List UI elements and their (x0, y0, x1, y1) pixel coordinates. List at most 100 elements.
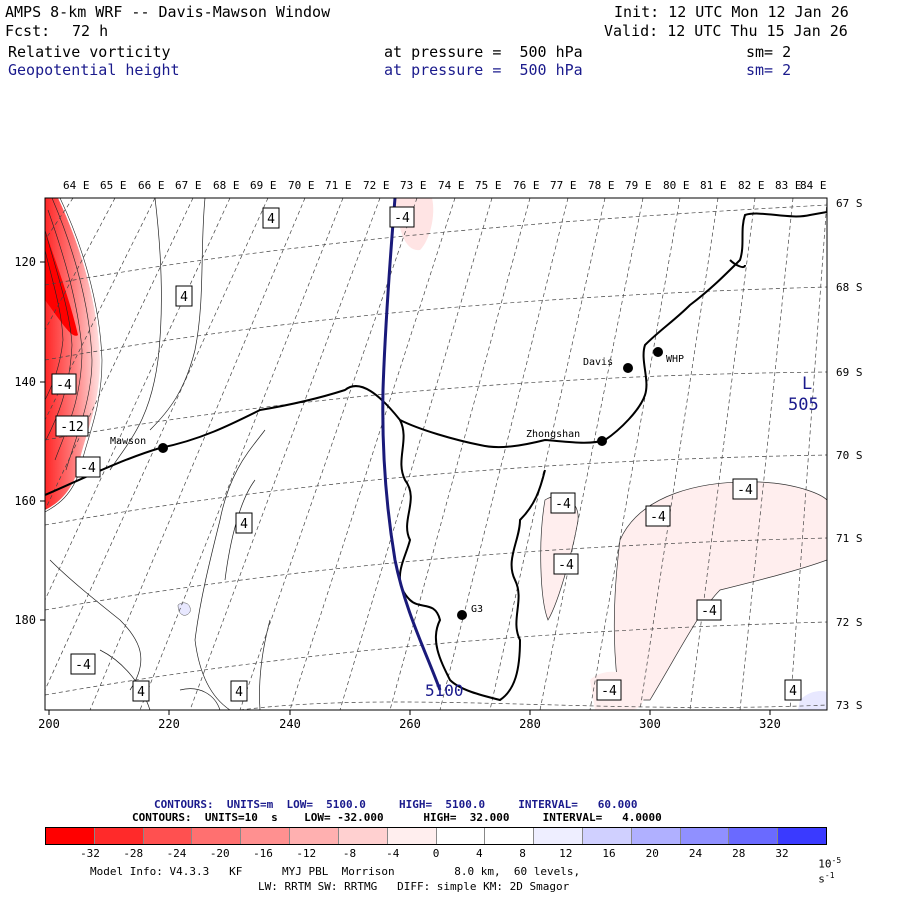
x-tick-label: 200 (38, 717, 60, 731)
lon-label: 67 E (175, 179, 202, 192)
color-scale-label: -8 (342, 847, 357, 860)
height-contour-label: 5100 (425, 681, 464, 700)
lat-label: 73 S (836, 699, 863, 712)
contour-label: -4 (389, 206, 415, 228)
lon-label: 78 E (588, 179, 615, 192)
station-marker-mawson (158, 443, 168, 453)
lon-label: 83 E (775, 179, 802, 192)
physics-info: LW: RRTM SW: RRTMG DIFF: simple KM: 2D S… (258, 880, 570, 893)
svg-text:4: 4 (789, 684, 797, 699)
station-label-davis: Davis (583, 357, 613, 368)
svg-text:4: 4 (235, 685, 243, 700)
lon-label: 73 E (400, 179, 427, 192)
color-scale-units: 10-5 s-1 (818, 856, 842, 886)
color-scale-label: -24 (166, 847, 187, 860)
station-marker-zhongshan (597, 436, 607, 446)
contour-label: -4 (70, 653, 96, 675)
x-tick-label: 280 (519, 717, 541, 731)
contour-label: 4 (132, 680, 150, 702)
color-scale-label: 24 (688, 847, 703, 860)
field2-name: Geopotential height (8, 61, 180, 79)
color-scale-label: -4 (386, 847, 400, 860)
x-tick-label: 240 (279, 717, 301, 731)
contour-label: -4 (596, 679, 622, 701)
svg-text:4: 4 (267, 212, 275, 227)
svg-text:4: 4 (240, 517, 248, 532)
vorticity-shade-east (613, 481, 827, 701)
color-scale-segment (337, 828, 387, 844)
svg-text:-4: -4 (80, 461, 96, 476)
svg-text:-4: -4 (75, 658, 91, 673)
field1-level: at pressure = 500 hPa (384, 43, 583, 61)
init-time: Init: 12 UTC Mon 12 Jan 26 (614, 3, 849, 21)
x-tick-label: 220 (158, 717, 180, 731)
lat-label: 69 S (836, 366, 863, 379)
height-contour-5100 (381, 198, 442, 691)
vorticity-shade-blue-small (177, 602, 191, 616)
lon-label: 80 E (663, 179, 690, 192)
svg-text:4: 4 (137, 685, 145, 700)
svg-text:-4: -4 (56, 378, 72, 393)
contour-label: -4 (696, 599, 722, 621)
lon-label: 66 E (138, 179, 165, 192)
contour-label: -4 (553, 553, 579, 575)
station-label-g3: G3 (471, 604, 483, 615)
svg-text:-4: -4 (737, 483, 753, 498)
lat-label: 72 S (836, 616, 863, 629)
color-scale-segment (679, 828, 729, 844)
svg-text:-4: -4 (558, 558, 574, 573)
color-scale-segment (142, 828, 192, 844)
lon-label: 64 E (63, 179, 90, 192)
color-scale-label: 0 (432, 847, 440, 860)
coastline (45, 211, 827, 496)
lon-label: 79 E (625, 179, 652, 192)
svg-text:-4: -4 (701, 604, 717, 619)
color-scale-label: -16 (253, 847, 273, 860)
contour-label: 4 (175, 285, 193, 307)
svg-text:-4: -4 (555, 497, 571, 512)
color-scale-segment (728, 828, 778, 844)
svg-text:-4: -4 (650, 510, 666, 525)
lon-label: 72 E (363, 179, 390, 192)
contour-label: -12 (55, 415, 89, 437)
vorticity-shade-blue (798, 690, 827, 710)
lon-label: 77 E (550, 179, 577, 192)
valid-time: Valid: 12 UTC Thu 15 Jan 26 (604, 22, 848, 40)
low-marker: L (802, 374, 812, 394)
contour-label: -4 (51, 373, 77, 395)
contour-label: 4 (784, 679, 802, 701)
lon-label: 71 E (325, 179, 352, 192)
vorticity-core (45, 230, 78, 336)
lon-label: 81 E (700, 179, 727, 192)
color-scale-label: 8 (519, 847, 526, 860)
lat-label: 70 S (836, 449, 863, 462)
color-scale-label: 16 (602, 847, 616, 860)
x-tick-label: 300 (639, 717, 661, 731)
color-scale-label: -12 (296, 847, 317, 860)
lon-label: 74 E (438, 179, 465, 192)
lat-label: 67 S (836, 197, 863, 210)
lon-label: 82 E (738, 179, 765, 192)
contour-label: -4 (732, 478, 758, 500)
y-tick-label: 120 (14, 255, 36, 269)
legend-contours-vorticity: CONTOURS: UNITS=10 s LOW= -32.000 HIGH= … (132, 811, 662, 824)
color-scale-segment (46, 828, 94, 844)
contour-label: -4 (550, 492, 576, 514)
y-tick-label: 180 (14, 613, 36, 627)
lon-label: 69 E (250, 179, 277, 192)
x-tick-label: 260 (399, 717, 421, 731)
legend-contours-height: CONTOURS: UNITS=m LOW= 5100.0 HIGH= 5100… (154, 798, 638, 811)
model-info: Model Info: V4.3.3 KF MYJ PBL Morrison 8… (90, 865, 581, 878)
lat-label: 68 S (836, 281, 863, 294)
color-scale-segment (289, 828, 338, 844)
field2-level: at pressure = 500 hPa (384, 61, 583, 79)
contour-label: -4 (645, 505, 671, 527)
color-scale-bar (45, 827, 827, 845)
color-scale-label: -20 (209, 847, 230, 860)
color-scale-segment (386, 828, 436, 844)
color-scale-segment (777, 828, 826, 844)
color-scale-segment (581, 828, 631, 844)
forecast-label: Fcst: (5, 22, 51, 40)
y-tick-label: 160 (14, 494, 36, 508)
lon-label: 75 E (475, 179, 502, 192)
